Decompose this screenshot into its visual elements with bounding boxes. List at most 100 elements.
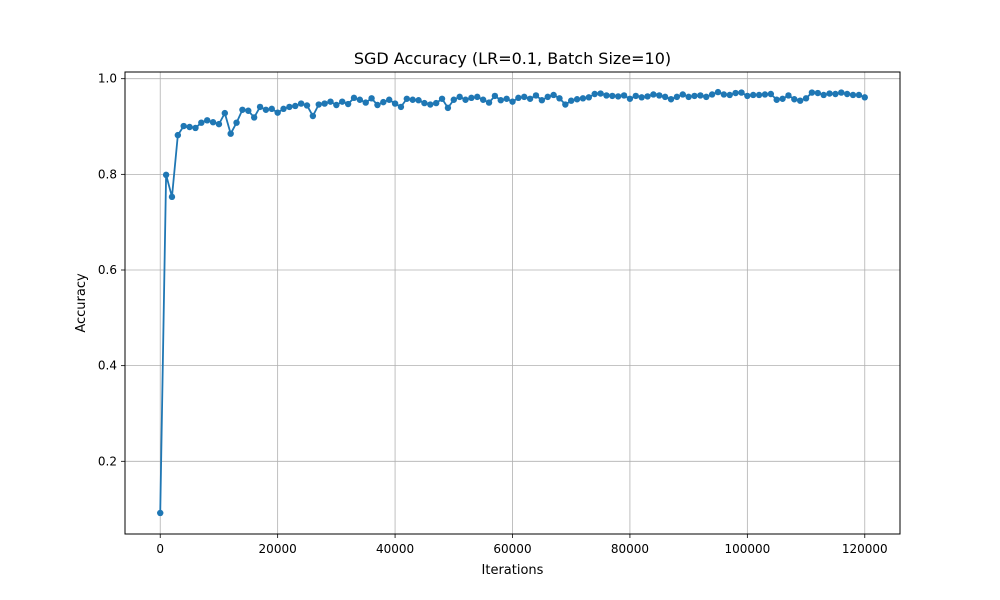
data-point xyxy=(297,100,305,107)
axis-ticks: 0 20000 40000 60000 80000 100000 120000 0.2 0.4 0… xyxy=(98,72,888,556)
data-point xyxy=(632,92,639,100)
data-point xyxy=(755,91,763,99)
y-tick-label: 0.2 xyxy=(98,454,117,468)
data-point xyxy=(697,92,704,99)
data-point xyxy=(556,95,563,102)
data-point xyxy=(174,131,182,139)
data-point xyxy=(703,93,710,101)
data-point xyxy=(344,100,352,108)
data-point xyxy=(350,94,358,102)
data-point xyxy=(650,91,657,98)
data-point xyxy=(667,96,675,103)
data-point xyxy=(609,92,616,100)
data-point xyxy=(315,101,322,108)
data-point xyxy=(333,101,340,109)
data-point xyxy=(485,99,493,106)
data-point xyxy=(855,91,863,99)
y-axis-label: Accuracy xyxy=(74,273,89,333)
data-point xyxy=(262,106,270,113)
data-point xyxy=(726,91,733,99)
data-point xyxy=(685,93,692,101)
data-point xyxy=(579,95,587,102)
data-point xyxy=(503,95,510,102)
data-point xyxy=(227,130,234,137)
data-point xyxy=(162,171,170,179)
x-tick-label: 120000 xyxy=(842,542,888,556)
data-point xyxy=(826,90,833,97)
data-point xyxy=(568,97,575,104)
data-point xyxy=(239,106,246,113)
x-tick-label: 20000 xyxy=(259,542,297,556)
data-point xyxy=(591,90,598,98)
data-point xyxy=(356,96,364,103)
data-point xyxy=(198,119,205,126)
data-point xyxy=(802,95,810,102)
data-point xyxy=(808,89,816,96)
data-point xyxy=(791,96,798,103)
data-point xyxy=(386,96,393,103)
data-point xyxy=(432,99,440,107)
data-point xyxy=(444,104,452,112)
data-point xyxy=(403,95,411,102)
data-point xyxy=(814,89,821,97)
data-point xyxy=(585,94,593,101)
data-point xyxy=(409,96,416,103)
data-point xyxy=(761,91,769,98)
data-point xyxy=(509,98,516,105)
data-point xyxy=(614,93,622,100)
data-point xyxy=(327,98,334,105)
data-point xyxy=(708,91,716,98)
data-point xyxy=(168,193,176,201)
grid-lines xyxy=(125,72,900,534)
data-point xyxy=(661,93,669,101)
data-point xyxy=(368,95,375,102)
data-point xyxy=(250,114,258,121)
data-point xyxy=(532,92,540,99)
data-point xyxy=(438,95,446,102)
data-point xyxy=(838,89,845,96)
data-point xyxy=(538,97,546,104)
data-point xyxy=(286,103,293,111)
data-point xyxy=(397,103,405,111)
data-point xyxy=(843,90,851,98)
y-tick-label: 1.0 xyxy=(98,72,117,86)
data-point xyxy=(550,91,557,99)
y-tick-label: 0.6 xyxy=(98,263,117,277)
data-point xyxy=(303,102,311,109)
data-point xyxy=(673,93,681,101)
data-point xyxy=(832,90,839,98)
data-point xyxy=(626,95,634,102)
data-point xyxy=(215,120,223,128)
data-point xyxy=(691,92,698,100)
data-point xyxy=(391,100,399,107)
data-point xyxy=(820,91,827,99)
data-point xyxy=(450,96,457,103)
data-point xyxy=(204,117,211,124)
x-tick-label: 0 xyxy=(156,542,164,556)
x-tick-label: 100000 xyxy=(724,542,770,556)
data-point xyxy=(656,92,663,99)
data-point xyxy=(603,92,610,99)
data-point xyxy=(785,92,792,99)
data-point xyxy=(309,112,317,120)
data-point xyxy=(526,95,534,102)
data-point xyxy=(750,91,757,99)
data-point xyxy=(415,97,422,104)
data-point xyxy=(779,95,786,102)
data-point xyxy=(180,122,187,130)
data-point xyxy=(479,96,487,103)
data-point xyxy=(321,100,328,107)
data-point xyxy=(233,119,240,126)
data-point xyxy=(773,96,780,103)
data-point xyxy=(744,92,751,100)
data-point xyxy=(362,99,369,106)
data-point xyxy=(474,93,481,101)
x-tick-label: 60000 xyxy=(493,542,531,556)
data-point xyxy=(720,91,728,98)
data-point xyxy=(738,89,745,96)
data-point xyxy=(462,96,469,103)
x-axis-label: Iterations xyxy=(482,563,544,578)
data-point xyxy=(339,98,346,105)
